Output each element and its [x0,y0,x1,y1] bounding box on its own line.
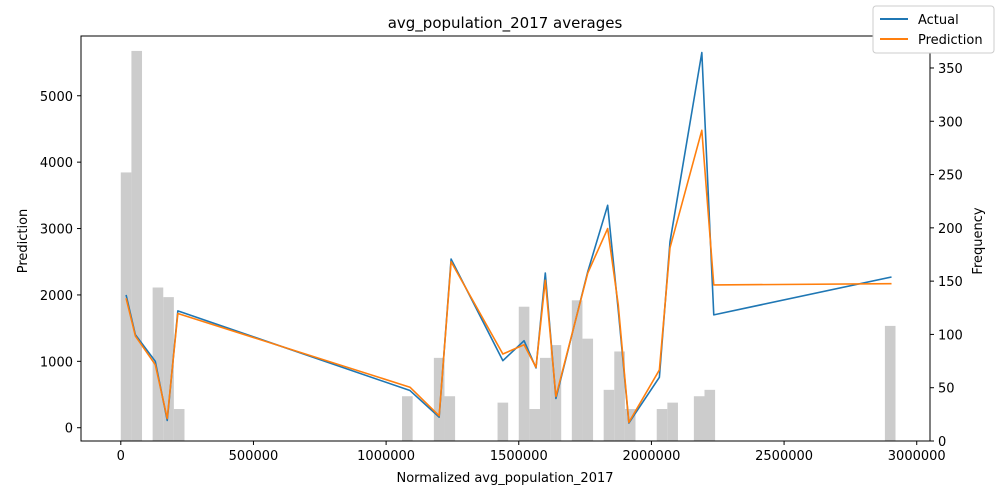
y2-tick-label: 150 [938,275,963,290]
histogram-bar [173,409,185,441]
x-axis: 0 500000 1000000 1500000 2000000 2500000 30000… [117,441,946,464]
histogram-bar [402,396,413,441]
histogram-bar [667,402,678,441]
histogram-bar [433,357,445,441]
y-tick-label: 4000 [40,156,73,171]
x-tick-label: 1000000 [357,449,415,464]
y-tick-label: 2000 [40,289,73,304]
y-tick-label: 3000 [40,223,73,238]
histogram-bar [704,389,716,441]
y2-tick-label: 350 [938,62,963,77]
x-tick-label: 2500000 [755,449,813,464]
histogram-bar [131,50,143,441]
y2-tick-label: 0 [938,435,946,450]
y-tick-label: 5000 [40,90,73,105]
series-line-actual [125,51,892,424]
y2-tick-label: 50 [938,382,955,397]
histogram-bar [884,325,896,441]
histogram-bar [152,287,164,441]
y-axis-label: Prediction [16,209,31,274]
histogram-bar [497,402,509,441]
histogram-bar [693,396,705,441]
x-axis-label: Normalized avg_population_2017 [396,471,613,486]
legend: Actual Prediction [872,5,995,54]
histogram-bar [163,297,174,441]
histogram-layer [120,50,896,441]
y-tick-label: 0 [65,422,73,437]
y2-tick-label: 300 [938,115,963,130]
legend-label-prediction: Prediction [918,33,983,48]
legend-label-actual: Actual [918,13,959,28]
histogram-bar [518,306,530,441]
series-layer [125,51,892,424]
histogram-bar [614,351,625,441]
plot-frame [80,35,931,442]
y-axis-right: 0 50 100 150 200 250 300 350 [930,62,963,450]
legend-box [872,5,995,54]
y2-tick-label: 250 [938,169,963,184]
histogram-bar [656,409,668,441]
chart-title: avg_population_2017 averages [388,14,623,33]
y-axis-left: 0 1000 2000 3000 4000 5000 [40,90,81,437]
histogram-bar [571,300,583,441]
histogram-bar [582,338,594,441]
histogram-bar [539,357,551,441]
y-tick-label: 1000 [40,355,73,370]
histogram-bar [444,396,456,441]
series-line-prediction [125,129,892,424]
x-tick-label: 1500000 [490,449,548,464]
x-tick-label: 500000 [229,449,279,464]
histogram-bar [529,409,540,441]
x-tick-label: 0 [117,449,125,464]
x-tick-label: 2000000 [622,449,680,464]
y2-axis-label: Frequency [971,207,986,274]
histogram-bar [624,409,636,441]
x-tick-label: 3000000 [888,449,946,464]
histogram-bar [603,389,615,441]
y2-tick-label: 100 [938,328,963,343]
histogram-bar [120,172,132,441]
y2-tick-label: 200 [938,222,963,237]
